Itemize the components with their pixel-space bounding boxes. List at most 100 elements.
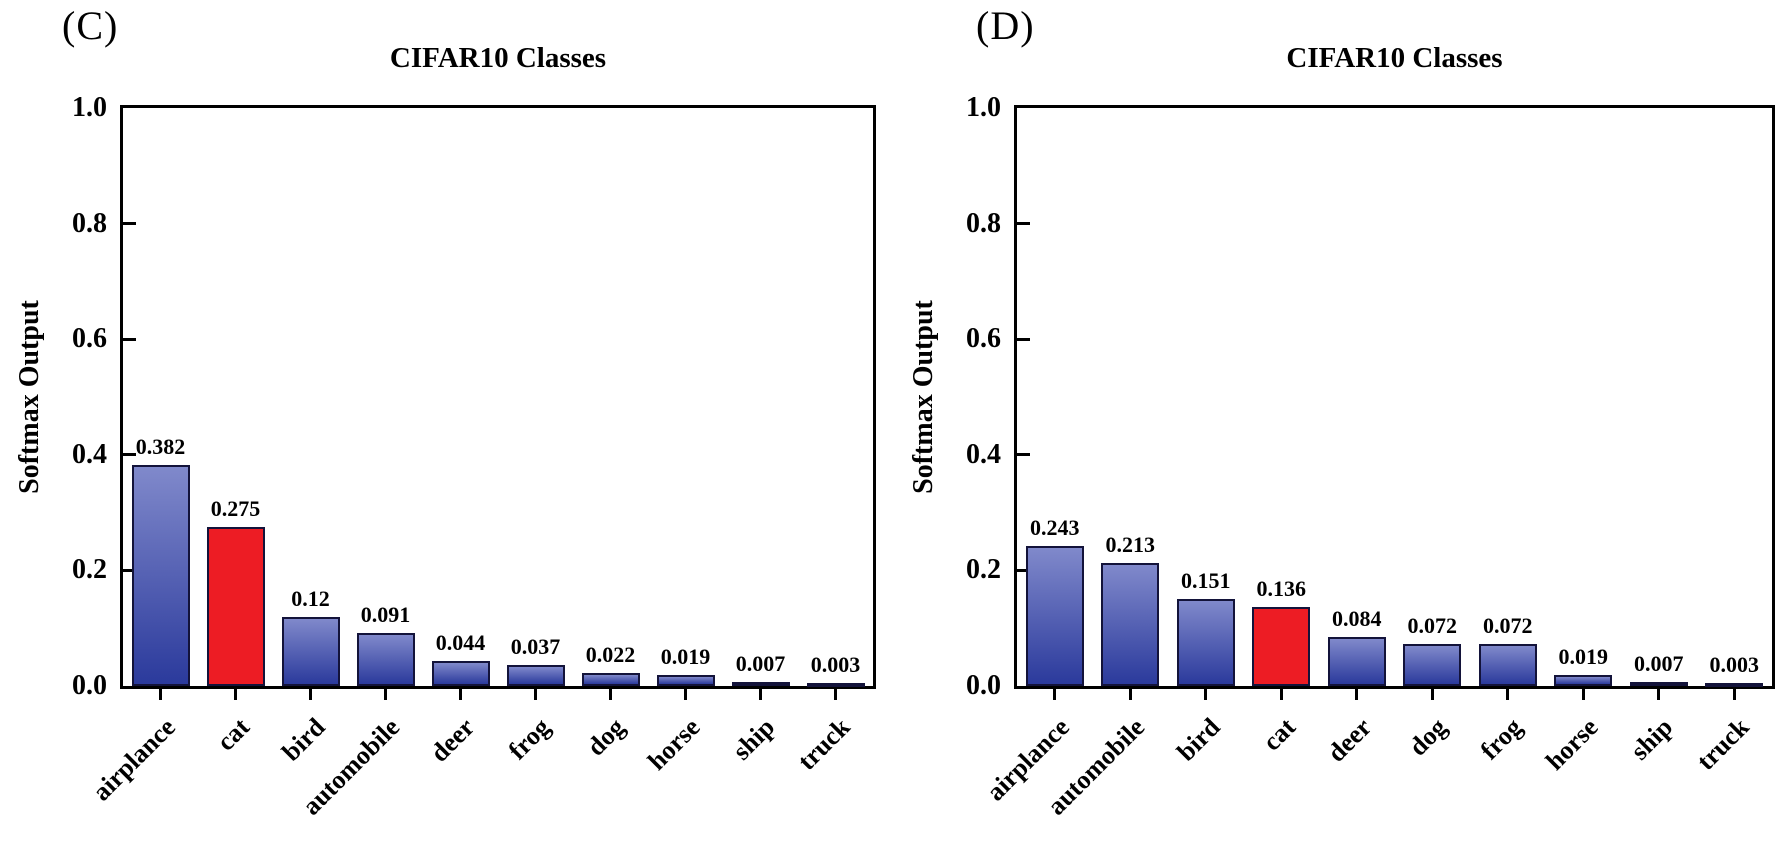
y-tick-label: 1.0 [966, 92, 1001, 123]
bar-horse [657, 675, 715, 686]
chart-title: CIFAR10 Classes [389, 42, 607, 74]
x-axis-label-dog: dog [581, 712, 631, 762]
y-tick-mark [123, 568, 136, 572]
bar-deer [1328, 637, 1386, 686]
bar-value-label: 0.151 [1181, 568, 1231, 593]
y-tick-mark [1017, 568, 1030, 572]
bar-horse [1554, 675, 1612, 686]
bar-value-label: 0.091 [360, 602, 411, 627]
bar-frog [507, 665, 565, 686]
y-tick-label: 0.2 [966, 554, 1001, 586]
x-tick-mark [384, 689, 387, 700]
bar-value-label: 0.003 [1709, 652, 1760, 677]
bar-value-label: 0.003 [810, 652, 861, 677]
y-tick-label: 0.4 [966, 438, 1001, 470]
x-tick-mark [1430, 689, 1434, 700]
x-axis-label-bird: bird [1171, 712, 1226, 767]
x-axis-label-deer: deer [425, 712, 481, 768]
x-tick-mark [159, 689, 162, 700]
bar-value-label: 0.213 [1105, 532, 1156, 557]
bar-ship [732, 682, 790, 686]
x-axis-label-bird: bird [276, 712, 331, 767]
bar-bird [1177, 599, 1235, 686]
y-tick-mark [1017, 222, 1030, 226]
x-axis-label-ship: ship [1625, 712, 1679, 766]
x-axis-label-frog: frog [502, 712, 556, 766]
bar-value-label: 0.084 [1332, 606, 1382, 631]
y-axis-label-wrap: Softmax Output [8, 108, 52, 686]
x-axis-label-frog: frog [1474, 712, 1528, 766]
bar-automobile [357, 633, 415, 686]
bar-airplance [132, 465, 190, 686]
x-tick-mark [234, 689, 237, 700]
y-tick-label: 0.4 [72, 438, 107, 470]
bar-value-label: 0.072 [1483, 613, 1533, 638]
x-tick-mark [1279, 689, 1283, 700]
x-axis-label-cat: cat [1257, 712, 1302, 757]
x-tick-mark [1053, 689, 1057, 700]
y-tick-label: 0.0 [72, 670, 107, 701]
x-tick-mark [1128, 689, 1132, 700]
panel-label: (C) [62, 3, 119, 48]
bar-deer [432, 661, 490, 686]
x-axis-label-airplance: airplance [86, 712, 181, 807]
x-tick-mark [609, 689, 612, 700]
bar-value-label: 0.007 [1634, 651, 1684, 676]
bar-value-label: 0.275 [210, 496, 261, 521]
bar-dog [582, 673, 640, 686]
bar-automobile [1101, 563, 1159, 686]
x-tick-mark [309, 689, 312, 700]
x-axis-label-horse: horse [641, 712, 706, 776]
bar-truck [807, 683, 865, 687]
panel-label: (D) [976, 3, 1035, 48]
x-axis-label-truck: truck [791, 712, 856, 776]
x-tick-mark [834, 689, 837, 700]
y-tick-mark [1017, 453, 1030, 457]
bar-value-label: 0.007 [735, 651, 786, 676]
bar-ship [1630, 682, 1688, 686]
bar-value-label: 0.022 [585, 642, 636, 667]
x-tick-mark [1657, 689, 1661, 700]
x-axis-label-truck: truck [1690, 712, 1755, 776]
bar-airplance [1026, 546, 1084, 686]
y-tick-label: 0.6 [966, 323, 1001, 355]
y-tick-label: 0.6 [72, 323, 107, 355]
bar-frog [1479, 644, 1537, 686]
y-tick-label: 0.0 [966, 670, 1001, 701]
x-tick-mark [759, 689, 762, 700]
y-axis-label-wrap: Softmax Output [902, 108, 946, 686]
x-axis-label-cat: cat [211, 712, 256, 757]
x-tick-mark [1732, 689, 1736, 700]
bar-value-label: 0.019 [660, 644, 711, 669]
x-tick-mark [1355, 689, 1359, 700]
bar-cat [207, 527, 265, 686]
x-axis-label-deer: deer [1321, 712, 1377, 768]
y-tick-label: 0.8 [966, 207, 1001, 239]
bar-value-label: 0.136 [1256, 576, 1307, 601]
y-tick-mark [123, 222, 136, 226]
bar-dog [1403, 644, 1461, 686]
x-tick-mark [1204, 689, 1208, 700]
y-tick-mark [123, 453, 136, 457]
bar-value-label: 0.044 [435, 630, 486, 655]
x-axis-label-horse: horse [1539, 712, 1604, 776]
y-tick-label: 1.0 [72, 92, 107, 123]
chart-title: CIFAR10 Classes [1286, 42, 1503, 74]
bar-value-label: 0.019 [1558, 644, 1609, 669]
x-tick-mark [459, 689, 462, 700]
bar-bird [282, 617, 340, 686]
y-tick-label: 0.2 [72, 554, 107, 586]
x-tick-mark [684, 689, 687, 700]
bar-value-label: 0.037 [510, 634, 561, 659]
bar-value-label: 0.382 [135, 434, 186, 459]
bar-value-label: 0.12 [291, 586, 330, 611]
bar-value-label: 0.243 [1030, 515, 1080, 540]
x-tick-mark [1506, 689, 1510, 700]
y-tick-mark [123, 337, 136, 341]
x-axis-label-dog: dog [1403, 712, 1453, 762]
y-tick-label: 0.8 [72, 207, 107, 239]
bar-cat [1252, 607, 1310, 686]
y-tick-mark [1017, 337, 1030, 341]
x-tick-mark [1581, 689, 1585, 700]
